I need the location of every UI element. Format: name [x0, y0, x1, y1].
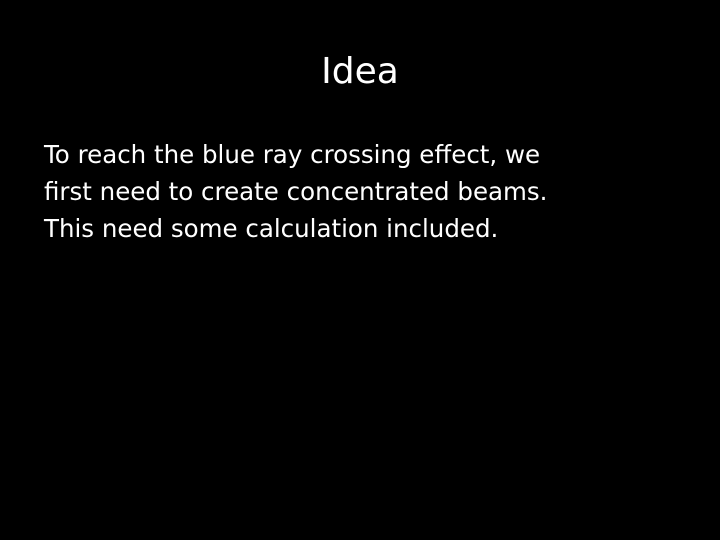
body-line-1: To reach the blue ray crossing effect, w…: [44, 140, 541, 169]
body-line-3: This need some calculation included.: [44, 214, 499, 243]
slide-title: Idea: [321, 51, 399, 92]
slide-body: To reach the blue ray crossing effect, w…: [44, 136, 684, 247]
body-line-2: first need to create concentrated beams.: [44, 177, 548, 206]
